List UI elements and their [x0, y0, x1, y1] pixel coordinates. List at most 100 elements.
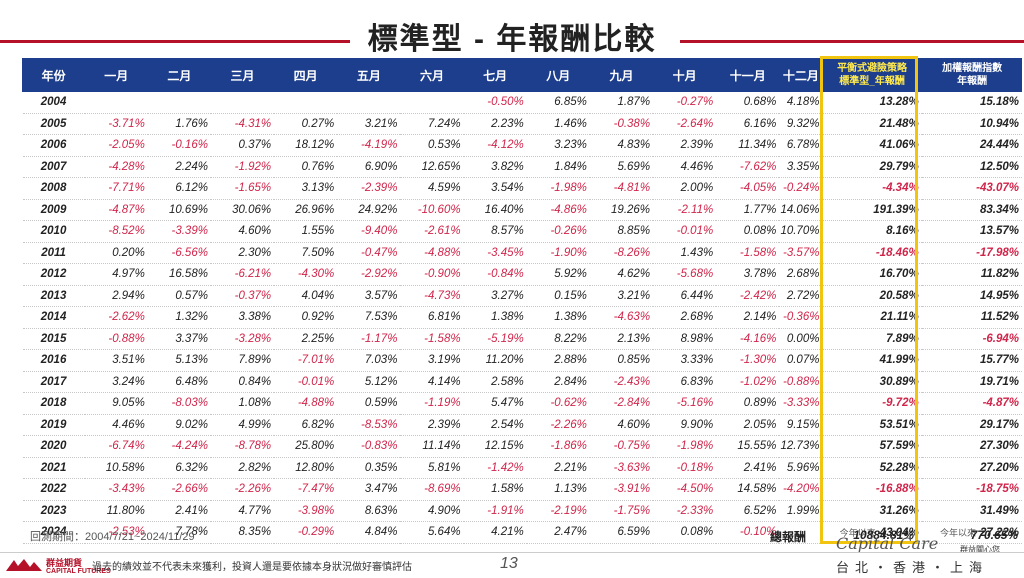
month-return-cell: 3.27%: [463, 285, 527, 307]
month-return-cell: 10.70%: [779, 220, 823, 243]
month-return-cell: 1.55%: [274, 220, 338, 243]
month-return-cell: 2.94%: [84, 285, 148, 307]
table-row: 2024 -2.53% 7.78% 8.35% -0.29% 4.84% 5.64% 4.21…: [22, 521, 1022, 544]
month-return-cell: 0.08%: [716, 220, 780, 243]
index-annual-value: 27.20%: [979, 461, 1019, 474]
month-return-cell: 16.58%: [147, 263, 211, 286]
table-row: 2013 2.94% 0.57% -0.37% 4.04% 3.57% -4.73% 3.27…: [22, 285, 1022, 307]
table-row: 2010 -8.52% -3.39% 4.60% 1.55% -9.40% -2.61% 8.…: [22, 220, 1022, 243]
month-return-cell: -10.60%: [400, 199, 464, 221]
month-return-cell: 2.88%: [526, 349, 590, 372]
month-return-cell: 9.02%: [147, 414, 211, 436]
month-return-cell: 8.98%: [653, 328, 717, 350]
strategy-annual-cell: 52.28%: [822, 457, 922, 479]
month-return-cell: 4.18%: [779, 92, 823, 114]
month-return-cell: -2.61%: [400, 220, 464, 243]
month-return-cell: -4.30%: [274, 263, 338, 286]
header-strategy-line2: 標準型_年報酬: [839, 76, 905, 87]
header-month: 三月: [210, 58, 275, 92]
strategy-annual-cell: -18.46%: [822, 242, 922, 264]
table-row: 2016 3.51% 5.13% 7.89% -7.01% 7.03% 3.19% 11.20…: [22, 349, 1022, 372]
strategy-annual-value: -9.72%: [882, 397, 919, 410]
month-return-cell: -2.26%: [210, 478, 275, 501]
month-return-cell: 4.60%: [589, 414, 654, 436]
month-return-cell: 5.69%: [589, 156, 654, 178]
month-return-cell: -2.64%: [653, 113, 717, 135]
month-return-cell: 0.35%: [337, 457, 401, 479]
month-return-cell: 3.24%: [84, 371, 148, 393]
month-return-cell: -4.28%: [84, 156, 148, 178]
month-return-cell: 7.78%: [147, 521, 211, 544]
month-return-cell: -6.21%: [210, 263, 275, 286]
table-row: 2020 -6.74% -4.24% -8.78% 25.80% -0.83% 11.14%…: [22, 435, 1022, 458]
month-return-cell: -0.01%: [274, 371, 338, 393]
year-cell: 2006: [22, 134, 85, 157]
strategy-annual-value: 41.06%: [879, 139, 919, 152]
month-return-cell: -3.45%: [463, 242, 527, 264]
month-return-cell: -2.19%: [526, 500, 590, 522]
month-return-cell: 6.83%: [653, 371, 717, 393]
month-return-cell: 6.85%: [526, 92, 590, 114]
index-annual-cell: 27.30%: [921, 435, 1022, 458]
page-title: 標準型 - 年報酬比較: [0, 14, 1024, 58]
month-return-cell: -4.31%: [210, 113, 275, 135]
month-return-cell: 0.00%: [779, 328, 823, 350]
index-annual-cell: 31.49%: [921, 500, 1022, 522]
month-return-cell: 10.58%: [84, 457, 148, 479]
month-return-cell: -4.05%: [716, 177, 780, 200]
month-return-cell: -4.50%: [653, 478, 717, 501]
header-month: 四月: [273, 58, 338, 92]
month-return-cell: 30.06%: [210, 199, 275, 221]
strategy-annual-value: 52.28%: [879, 461, 919, 474]
year-cell: 2020: [22, 435, 85, 458]
month-return-cell: 6.78%: [779, 134, 823, 157]
header-month: 九月: [589, 58, 654, 92]
index-annual-cell: 15.77%: [921, 349, 1022, 372]
header-month: 十月: [652, 58, 717, 92]
year-cell: 2010: [22, 220, 85, 243]
month-return-cell: 19.26%: [589, 199, 654, 221]
month-return-cell: -2.26%: [526, 414, 590, 436]
month-return-cell: 1.38%: [526, 306, 590, 329]
month-return-cell: -3.43%: [84, 478, 148, 501]
total-return-label: 總報酬: [770, 530, 807, 544]
month-return-cell: 1.46%: [526, 113, 590, 135]
month-return-cell: 0.53%: [400, 134, 464, 157]
year-cell: 2021: [22, 457, 85, 479]
index-annual-value: 24.44%: [979, 139, 1019, 152]
year-cell: 2022: [22, 478, 85, 501]
strategy-annual-cell: 8.16%: [822, 220, 922, 243]
month-return-cell: 4.04%: [274, 285, 338, 307]
index-annual-value: -18.75%: [976, 483, 1019, 496]
month-return-cell: 3.21%: [589, 285, 654, 307]
month-return-cell: -4.24%: [147, 435, 211, 458]
month-return-cell: 4.59%: [400, 177, 464, 200]
month-return-cell: 1.87%: [589, 92, 654, 114]
strategy-annual-cell: 191.39%: [822, 199, 922, 221]
month-return-cell: 18.12%: [274, 134, 338, 157]
month-return-cell: -0.38%: [589, 113, 654, 135]
month-return-cell: 0.07%: [779, 349, 823, 372]
strategy-annual-value: 29.79%: [879, 160, 919, 173]
table-row: 2018 9.05% -8.03% 1.08% -4.88% 0.59% -1.19% 5.4…: [22, 392, 1022, 415]
month-return-cell: -3.57%: [779, 242, 823, 264]
month-return-cell: 2.21%: [526, 457, 590, 479]
month-return-cell: 0.27%: [274, 113, 338, 135]
month-return-cell: 5.64%: [400, 521, 464, 544]
month-return-cell: -4.87%: [84, 199, 148, 221]
ytd-note: 今年以來: [939, 527, 976, 538]
month-return-cell: -3.33%: [779, 392, 823, 415]
index-annual-cell: 13.57%: [921, 220, 1022, 243]
month-return-cell: 26.96%: [274, 199, 338, 221]
strategy-annual-cell: -9.72%: [822, 392, 922, 415]
month-return-cell: -0.88%: [84, 328, 148, 350]
month-return-cell: 4.97%: [84, 263, 148, 286]
month-return-cell: 11.20%: [463, 349, 527, 372]
strategy-annual-value: 53.51%: [879, 418, 919, 431]
strategy-annual-cell: 16.70%: [822, 263, 922, 286]
month-return-cell: -8.78%: [210, 435, 275, 458]
year-cell: 2018: [22, 392, 85, 415]
year-cell: 2014: [22, 306, 85, 329]
month-return-cell: [337, 92, 401, 114]
month-return-cell: 11.80%: [84, 500, 148, 522]
